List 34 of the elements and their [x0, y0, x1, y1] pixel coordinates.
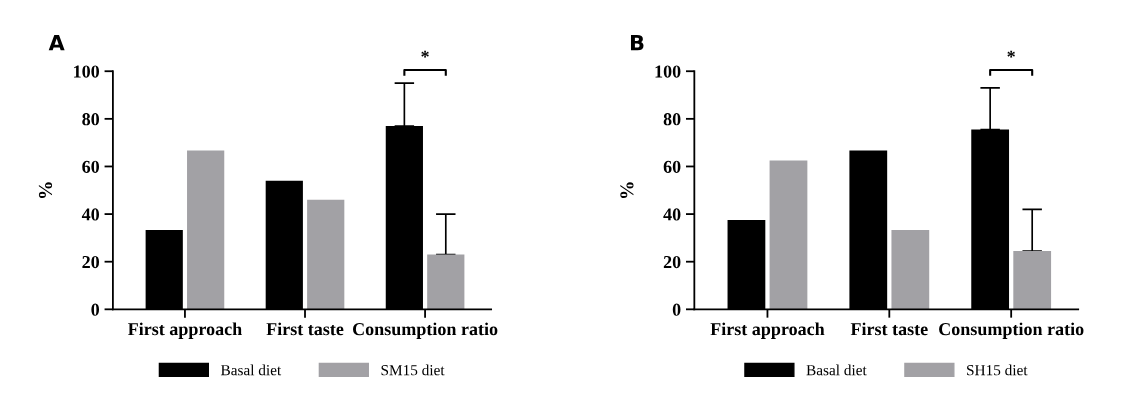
y-tick-label: 20 [663, 255, 681, 269]
bar [307, 199, 345, 310]
bar [427, 254, 465, 310]
x-tick-label: First approach [127, 322, 242, 339]
y-tick-label: 40 [663, 208, 681, 221]
legend-label: Basal diet [220, 364, 282, 376]
y-tick-label: 60 [663, 160, 681, 173]
y-axis-title: % [38, 182, 53, 198]
x-tick-label: Consumption ratio [939, 322, 1084, 339]
y-axis-title: % [620, 182, 634, 198]
y-tick-label: 0 [672, 303, 681, 316]
chart-title: A [48, 35, 65, 51]
y-tick-label: 60 [82, 160, 100, 173]
bar [891, 230, 930, 310]
y-tick-label: 100 [655, 65, 681, 78]
legend-label: SH15 diet [967, 364, 1028, 376]
x-tick-label: Consumption ratio [352, 322, 498, 339]
text: * [1007, 50, 1015, 58]
x-tick-label: First taste [266, 322, 344, 336]
y-tick-label: 20 [82, 255, 100, 269]
text: * [421, 50, 429, 58]
legend-label: Basal diet [806, 364, 867, 376]
y-tick-label: 0 [91, 303, 100, 316]
legend-label: SM15 diet [381, 364, 445, 376]
chart-title: B [630, 35, 644, 51]
y-tick-label: 100 [74, 65, 100, 78]
bar [1013, 250, 1052, 310]
bar [769, 160, 808, 310]
x-tick-label: First taste [850, 322, 928, 336]
x-tick-label: First approach [710, 322, 825, 339]
y-tick-label: 80 [663, 113, 681, 126]
y-tick-label: 40 [81, 208, 100, 221]
bar [187, 150, 225, 310]
y-tick-label: 80 [82, 113, 100, 126]
